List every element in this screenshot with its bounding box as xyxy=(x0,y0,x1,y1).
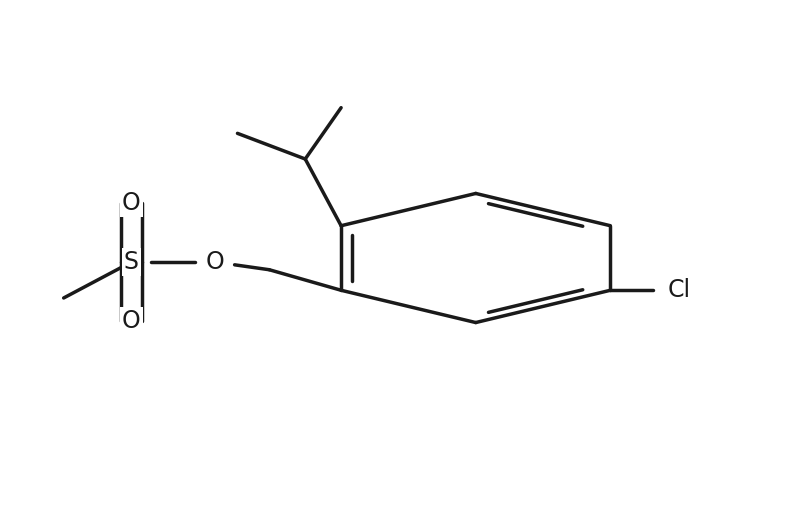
Text: O: O xyxy=(122,309,141,333)
Text: Cl: Cl xyxy=(668,278,691,302)
Text: S: S xyxy=(124,250,139,274)
Text: O: O xyxy=(122,191,141,215)
Text: O: O xyxy=(206,250,225,274)
